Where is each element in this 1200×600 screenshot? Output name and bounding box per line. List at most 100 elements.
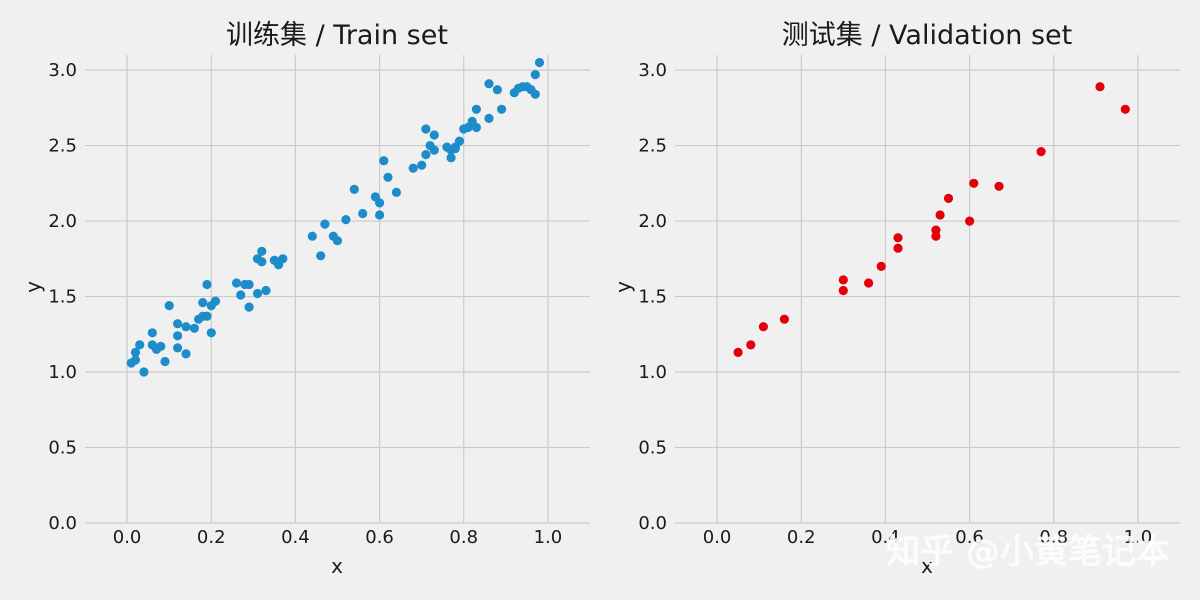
train-data-point (417, 160, 427, 170)
train-data-point (484, 79, 494, 89)
validation-x-tick-label: 0.0 (703, 527, 732, 548)
train-points (126, 57, 545, 377)
train-data-point (164, 301, 174, 311)
train-data-point (391, 187, 401, 197)
train-y-tick-label: 1.5 (48, 287, 77, 308)
validation-data-point (969, 178, 979, 188)
train-data-point (202, 311, 212, 321)
train-x-tick-label: 0.0 (113, 527, 142, 548)
train-data-point (206, 328, 216, 338)
train-data-point (332, 236, 343, 246)
train-data-point (160, 356, 170, 367)
watermark-text: 知乎 @小黄笔记本 (886, 532, 1170, 572)
validation-data-point (838, 275, 848, 285)
train-data-point (446, 153, 456, 163)
train-y-tick-label: 0.5 (48, 438, 77, 459)
train-data-point (421, 150, 431, 160)
train-x-axis-label: x (331, 554, 343, 578)
train-y-tick-label: 3.0 (48, 60, 77, 81)
train-data-point (236, 290, 246, 300)
train-data-point (530, 89, 540, 99)
validation-data-point (994, 181, 1004, 191)
train-data-point (198, 298, 208, 308)
validation-data-point (893, 233, 903, 243)
train-data-point (429, 145, 439, 155)
train-data-point (429, 130, 439, 140)
train-data-point (320, 219, 330, 229)
train-chart-panel: 0.0 0.2 0.4 0.6 0.8 1.00.00.51.01.52.02.53.0 … (21, 20, 590, 578)
validation-chart-title: 测试集 / Validation set (782, 20, 1072, 51)
validation-data-point (746, 340, 756, 350)
train-data-point (349, 184, 359, 194)
validation-x-tick-label: 0.6 (955, 527, 984, 548)
validation-data-point (1095, 82, 1105, 92)
validation-y-tick-label: 1.5 (638, 287, 667, 308)
train-data-point (202, 279, 212, 290)
validation-tick-labels: 0.0 0.2 0.4 0.6 0.8 1.0 0.0 0.5 1.0 1.5 2.0 2.5 3.0 (638, 60, 1152, 548)
train-data-point (375, 210, 385, 220)
train-data-point (244, 279, 254, 290)
validation-data-point (893, 243, 903, 253)
train-y-tick-label: 0.0 (48, 513, 77, 534)
train-data-point (358, 208, 368, 219)
train-data-point (257, 246, 267, 256)
train-x-tick-label: 0.4 (281, 527, 310, 548)
train-data-point (408, 163, 418, 173)
validation-data-point (733, 347, 743, 357)
train-data-point (173, 343, 183, 353)
validation-x-axis-label: x (921, 554, 933, 578)
train-data-point (307, 231, 317, 241)
train-grid (85, 55, 590, 524)
train-x-tick-label: 0.6 (365, 527, 394, 548)
train-data-point (484, 113, 494, 123)
validation-y-tick-label: 0.5 (638, 438, 667, 459)
train-data-point (173, 331, 183, 341)
train-data-point (261, 285, 271, 296)
train-y-tick-label: 2.5 (48, 136, 77, 157)
validation-x-tick-label: 0.4 (871, 527, 900, 548)
train-data-point (244, 302, 254, 312)
train-chart-title: 训练集 / Train set (226, 20, 448, 51)
train-data-point (492, 85, 502, 95)
train-data-point (341, 215, 351, 225)
train-data-point (530, 70, 540, 80)
validation-data-point (943, 193, 954, 203)
train-data-point (497, 104, 507, 114)
train-data-point (454, 136, 465, 146)
validation-y-axis-label: y (611, 281, 635, 293)
train-data-point (210, 296, 221, 306)
train-data-point (147, 328, 157, 338)
train-data-point (379, 156, 389, 166)
validation-x-tick-label: 1.0 (1124, 527, 1153, 548)
train-data-point (130, 347, 141, 357)
train-data-point (383, 172, 393, 182)
validation-points (733, 82, 1130, 357)
validation-y-tick-label: 2.5 (638, 136, 667, 157)
train-data-point (316, 251, 326, 261)
validation-x-tick-label: 0.8 (1039, 527, 1068, 548)
train-data-point (181, 322, 191, 332)
validation-x-tick-label: 0.2 (787, 527, 816, 548)
train-data-point (231, 278, 242, 288)
train-x-tick-label: 1.0 (534, 527, 563, 548)
train-data-point (471, 122, 481, 133)
train-data-point (173, 319, 183, 329)
validation-data-point (1120, 104, 1130, 114)
validation-chart-panel: 0.0 0.2 0.4 0.6 0.8 1.00.00.51.01.52.02.53.0 … (611, 20, 1180, 578)
train-data-point (130, 355, 141, 365)
train-data-point (421, 124, 431, 134)
train-tick-labels: 0.0 0.2 0.4 0.6 0.8 1.0 0.0 0.5 1.0 1.5 2.0 2.5 3.0 (48, 60, 562, 548)
validation-data-point (864, 278, 874, 288)
validation-data-point (931, 231, 941, 241)
validation-grid (675, 55, 1180, 524)
train-data-point (135, 340, 145, 350)
train-data-point (181, 349, 191, 359)
validation-data-point (876, 261, 886, 271)
train-data-point (252, 288, 263, 299)
train-data-point (375, 198, 385, 208)
train-x-tick-label: 0.8 (449, 527, 478, 548)
validation-y-tick-label: 0.0 (638, 513, 667, 534)
validation-data-point (965, 216, 975, 226)
